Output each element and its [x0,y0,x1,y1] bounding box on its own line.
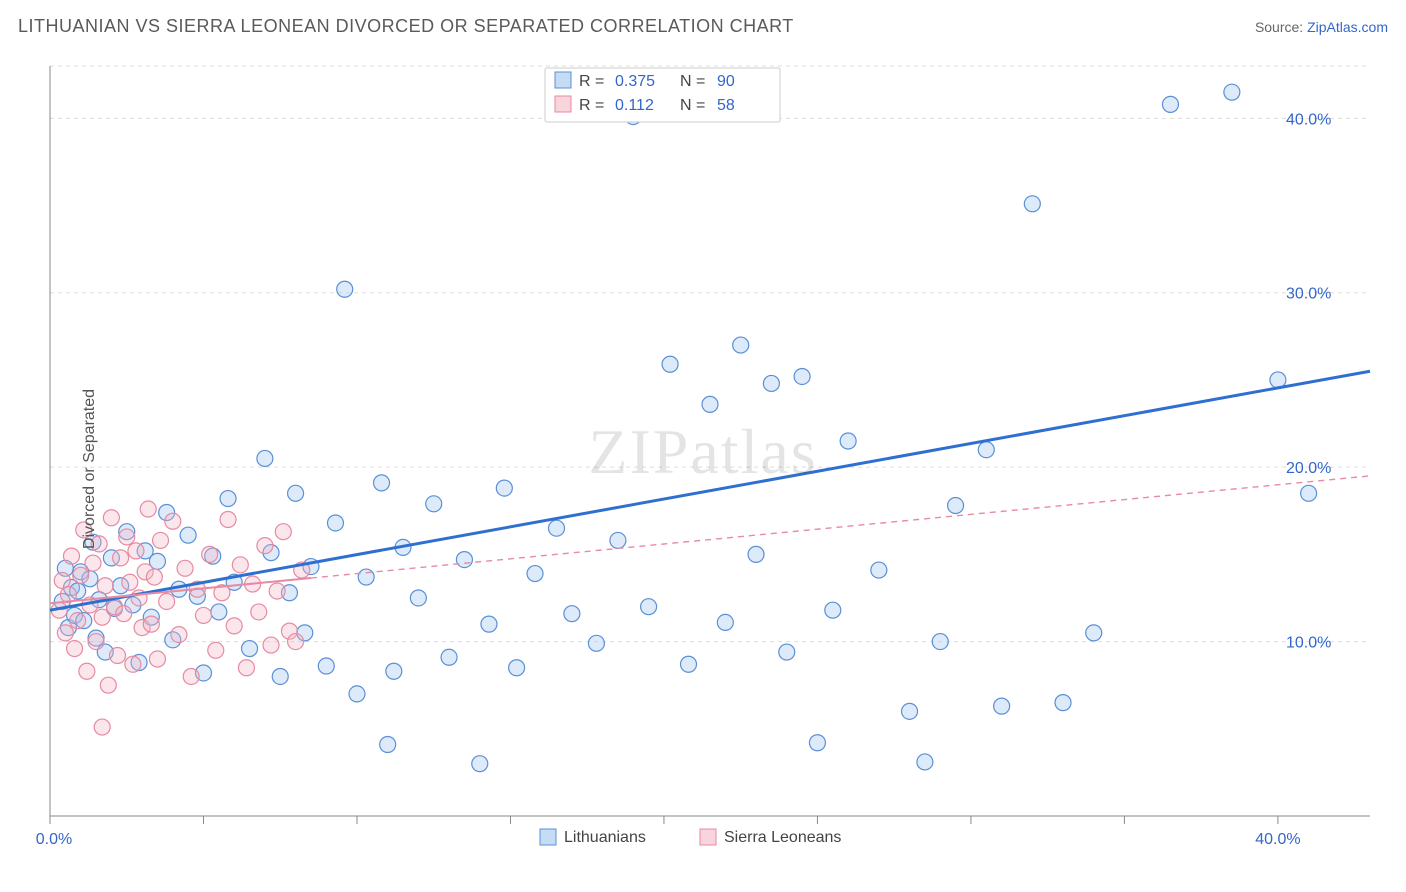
svg-text:58: 58 [717,97,735,114]
svg-text:90: 90 [717,73,735,90]
svg-text:10.0%: 10.0% [1286,635,1331,652]
svg-text:N =: N = [680,97,705,114]
svg-text:Lithuanians: Lithuanians [564,829,646,846]
chart-header: LITHUANIAN VS SIERRA LEONEAN DIVORCED OR… [0,0,1406,45]
svg-text:Sierra Leoneans: Sierra Leoneans [724,829,841,846]
svg-text:20.0%: 20.0% [1286,460,1331,477]
svg-text:R =: R = [579,73,604,90]
scatter-chart: 10.0% 20.0% 30.0% 40.0% 0.0% 40.0% R = 0.375 N =… [0,46,1406,892]
y-axis-label: Divorced or Separated [81,389,99,549]
svg-text:R =: R = [579,97,604,114]
source-link[interactable]: ZipAtlas.com [1307,19,1388,35]
chart-title: LITHUANIAN VS SIERRA LEONEAN DIVORCED OR… [18,16,794,37]
source-prefix: Source: [1255,19,1307,35]
source-attribution: Source: ZipAtlas.com [1255,19,1388,35]
svg-text:30.0%: 30.0% [1286,286,1331,303]
chart-container: Divorced or Separated ZIPatlas 10.0%20.0… [0,46,1406,892]
svg-text:0.112: 0.112 [615,97,654,114]
svg-text:0.375: 0.375 [615,73,655,90]
svg-text:0.0%: 0.0% [36,831,72,848]
svg-text:N =: N = [680,73,705,90]
svg-text:40.0%: 40.0% [1255,831,1300,848]
svg-text:40.0%: 40.0% [1286,111,1331,128]
